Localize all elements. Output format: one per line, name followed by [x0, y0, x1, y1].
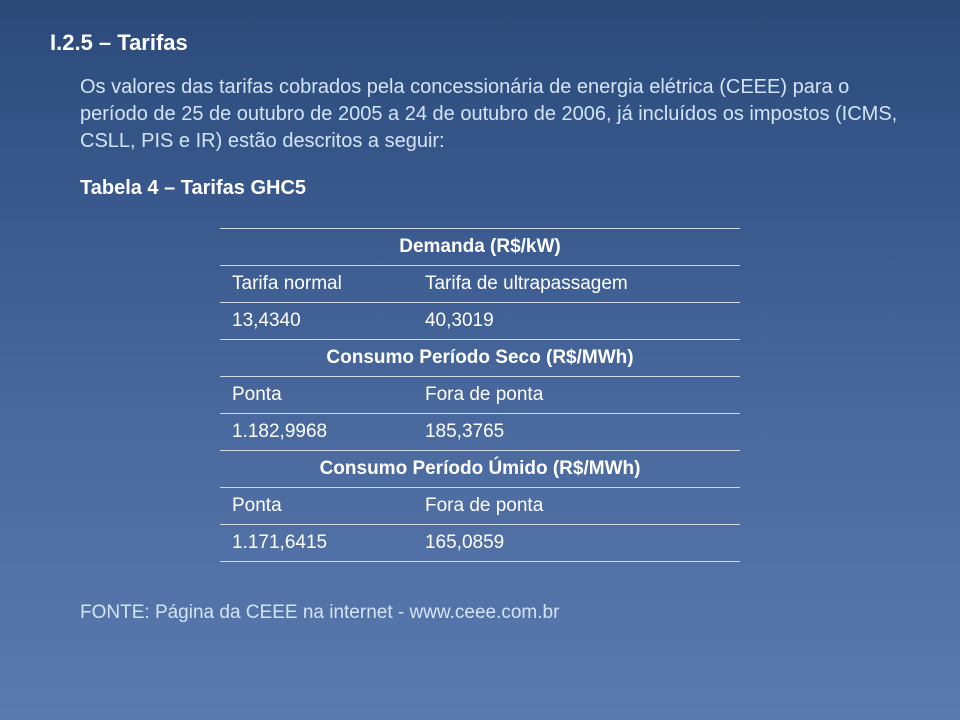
- cell-label: Ponta: [220, 488, 413, 525]
- cell-label: Tarifa de ultrapassagem: [413, 266, 740, 303]
- intro-paragraph: Os valores das tarifas cobrados pela con…: [50, 74, 910, 155]
- section-heading: I.2.5 – Tarifas: [50, 30, 910, 56]
- cell-value: 40,3019: [413, 303, 740, 340]
- table-row: 1.182,9968 185,3765: [220, 414, 740, 451]
- table-row: Ponta Fora de ponta: [220, 377, 740, 414]
- cell-value: 185,3765: [413, 414, 740, 451]
- table-row: 13,4340 40,3019: [220, 303, 740, 340]
- cell-label: Fora de ponta: [413, 488, 740, 525]
- section-title: Consumo Período Seco (R$/MWh): [220, 340, 740, 377]
- table-section-header: Consumo Período Úmido (R$/MWh): [220, 451, 740, 488]
- table-row: Tarifa normal Tarifa de ultrapassagem: [220, 266, 740, 303]
- table-caption: Tabela 4 – Tarifas GHC5: [50, 177, 910, 200]
- cell-value: 1.171,6415: [220, 525, 413, 562]
- cell-label: Ponta: [220, 377, 413, 414]
- cell-value: 1.182,9968: [220, 414, 413, 451]
- source-footer: FONTE: Página da CEEE na internet - www.…: [50, 602, 910, 624]
- tariff-table: Demanda (R$/kW) Tarifa normal Tarifa de …: [220, 228, 740, 562]
- table-row: Ponta Fora de ponta: [220, 488, 740, 525]
- cell-label: Tarifa normal: [220, 266, 413, 303]
- table-row: 1.171,6415 165,0859: [220, 525, 740, 562]
- cell-value: 13,4340: [220, 303, 413, 340]
- cell-label: Fora de ponta: [413, 377, 740, 414]
- section-title: Consumo Período Úmido (R$/MWh): [220, 451, 740, 488]
- table-section-header: Consumo Período Seco (R$/MWh): [220, 340, 740, 377]
- table-section-header: Demanda (R$/kW): [220, 229, 740, 266]
- cell-value: 165,0859: [413, 525, 740, 562]
- section-title: Demanda (R$/kW): [220, 229, 740, 266]
